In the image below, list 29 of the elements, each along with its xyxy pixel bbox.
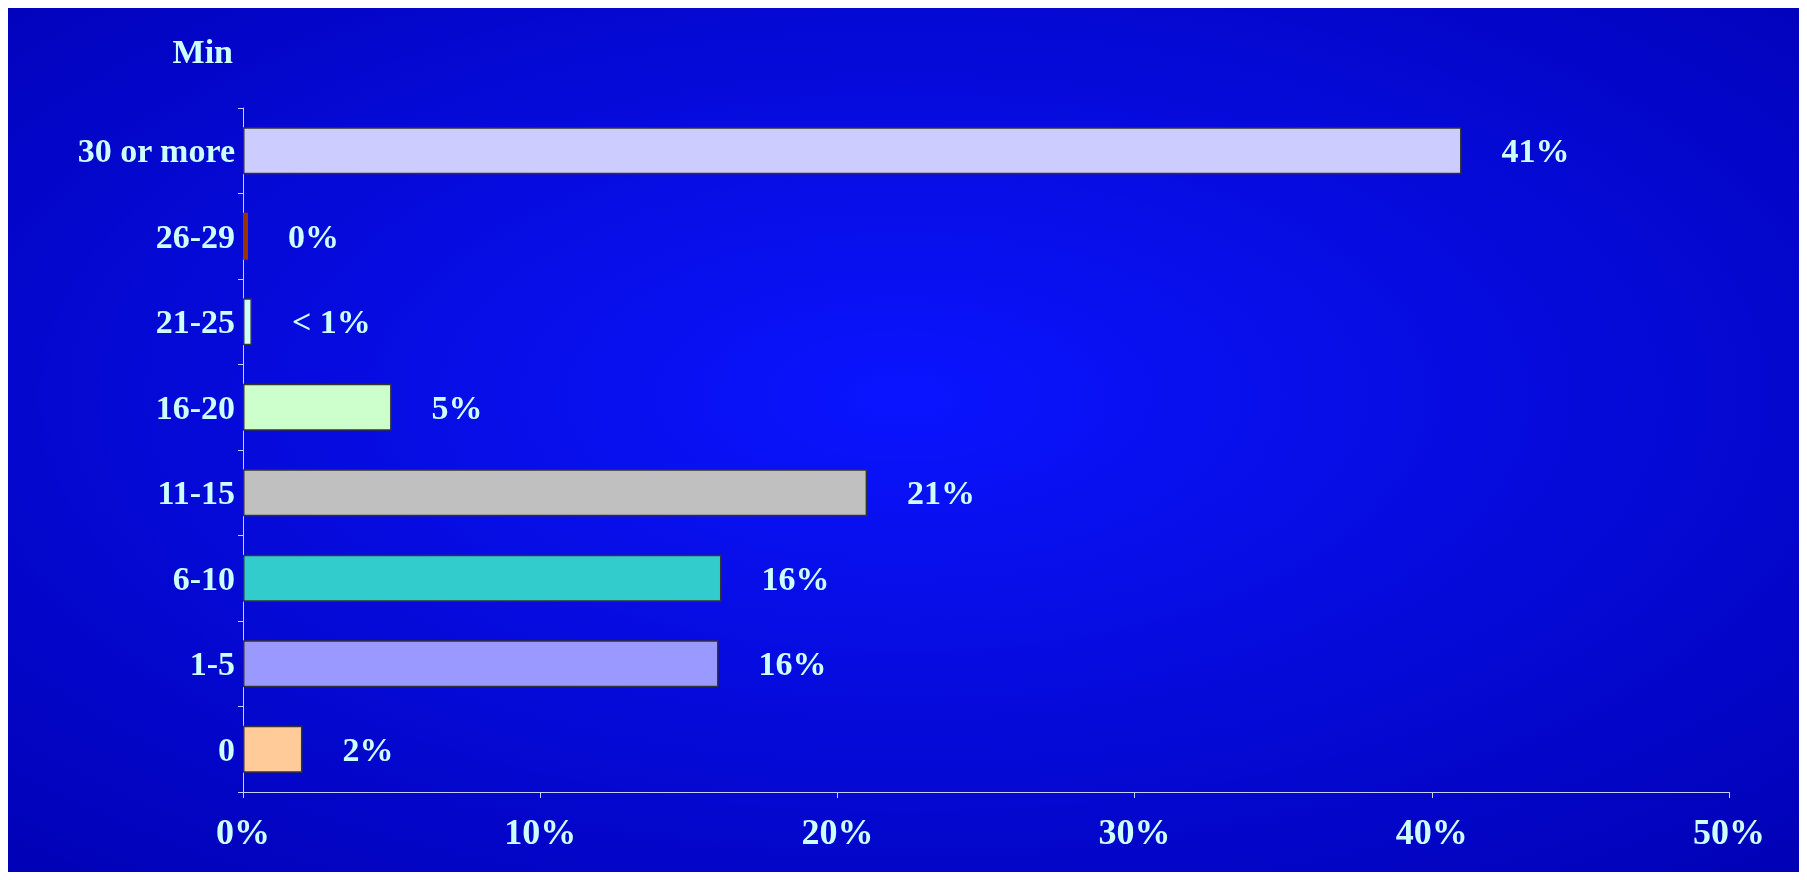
x-tick-label: 20% — [801, 812, 874, 852]
y-tick-label: 1-5 — [189, 645, 235, 683]
bar — [243, 469, 868, 517]
bar — [243, 383, 392, 431]
x-tick-label: 0% — [216, 812, 270, 852]
data-label: 5% — [431, 388, 483, 426]
bar — [243, 554, 722, 602]
bar — [243, 725, 303, 773]
y-tick-label: 16-20 — [155, 388, 235, 426]
y-tick-label: 6-10 — [172, 559, 235, 597]
data-label: 16% — [761, 559, 830, 597]
data-label: 41% — [1501, 132, 1570, 170]
data-label: 21% — [907, 474, 976, 512]
x-tick-label: 50% — [1693, 812, 1765, 852]
y-axis-title: Min — [172, 32, 234, 70]
data-label: 16% — [758, 645, 827, 683]
bar — [243, 298, 252, 346]
y-tick-label: 21-25 — [155, 303, 235, 341]
y-tick-label: 0 — [218, 730, 235, 768]
x-tick-label: 30% — [1098, 812, 1171, 852]
y-tick-label: 26-29 — [155, 217, 235, 255]
data-label: 0% — [288, 217, 339, 255]
data-label: < 1% — [291, 303, 371, 341]
data-label: 2% — [342, 730, 394, 768]
y-tick-label: 30 or more — [77, 132, 235, 170]
x-tick-label: 10% — [504, 812, 577, 852]
x-tick-label: 40% — [1395, 812, 1468, 852]
y-tick-label: 11-15 — [157, 474, 235, 512]
bar — [243, 640, 719, 688]
